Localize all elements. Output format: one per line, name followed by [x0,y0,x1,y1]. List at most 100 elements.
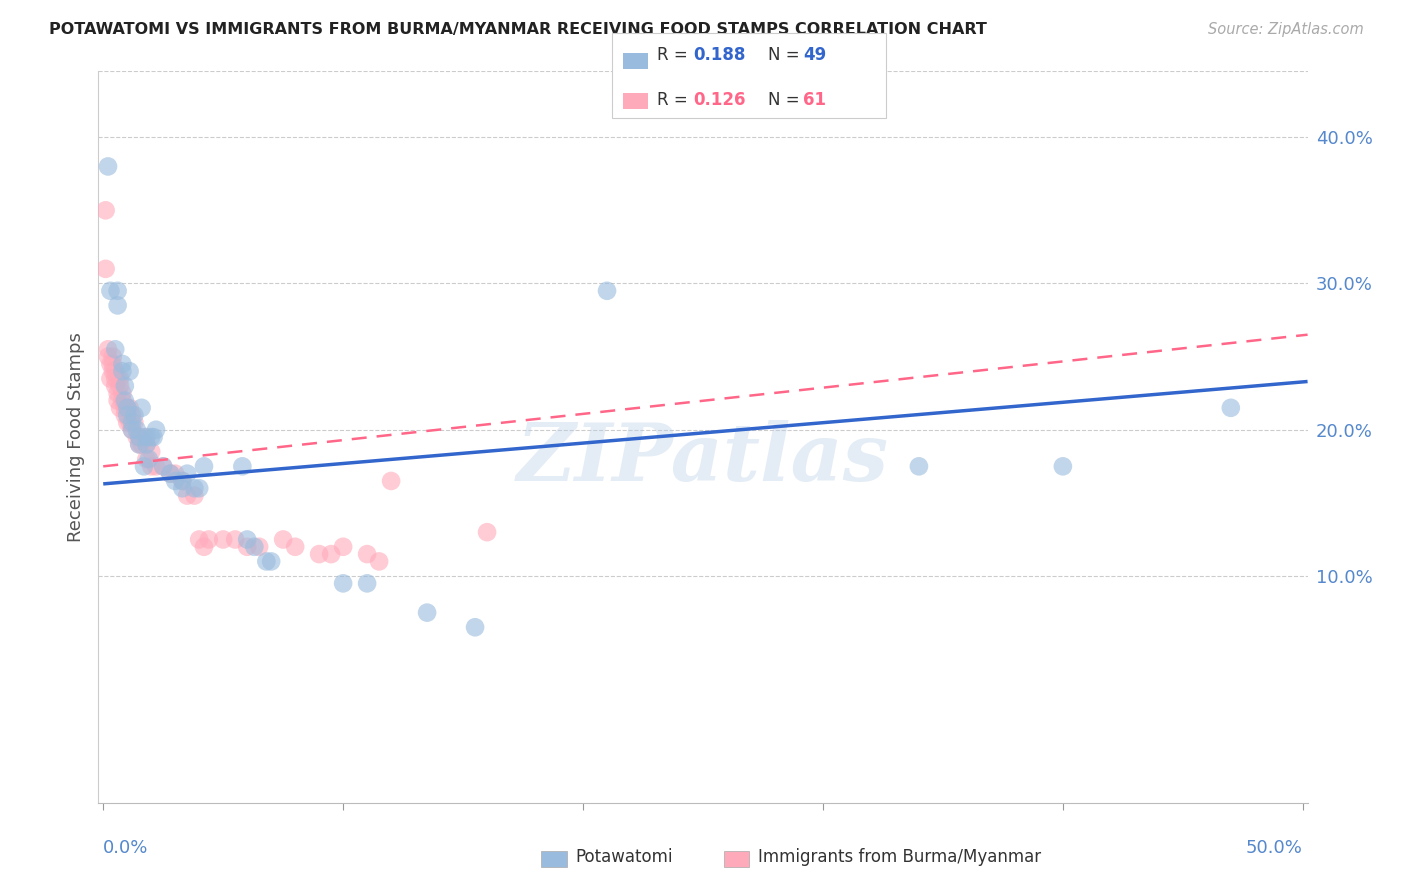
Point [141,444,163,458]
Point [183,481,205,495]
Point [247,540,270,554]
Text: N =: N = [768,46,804,64]
Text: R =: R = [657,91,693,109]
Text: 0.188: 0.188 [693,46,745,64]
Point [1052,459,1074,474]
Point [115,401,138,415]
Point [125,430,148,444]
Point [188,481,211,495]
Point [121,423,143,437]
Point [118,364,141,378]
Point [152,459,174,474]
Point [271,533,294,547]
Point [131,401,153,415]
Point [908,459,931,474]
Point [145,423,167,437]
Point [165,467,187,481]
Point [114,379,136,393]
Point [172,474,194,488]
Point [107,386,129,401]
Point [97,343,120,357]
Point [115,401,138,415]
Text: 49: 49 [803,46,827,64]
Point [138,452,160,467]
Point [108,371,131,385]
Point [97,160,120,174]
Text: POTAWATOMI VS IMMIGRANTS FROM BURMA/MYANMAR RECEIVING FOOD STAMPS CORRELATION CH: POTAWATOMI VS IMMIGRANTS FROM BURMA/MYAN… [49,22,987,37]
Point [104,343,127,357]
Point [142,430,165,444]
Point [224,533,246,547]
Point [132,459,155,474]
Point [193,540,215,554]
Point [135,430,157,444]
Point [145,459,167,474]
Point [128,437,150,451]
Point [101,364,124,378]
Text: 50.0%: 50.0% [1246,839,1303,857]
Point [128,437,150,451]
Point [131,437,153,451]
Point [121,408,143,422]
Text: Immigrants from Burma/Myanmar: Immigrants from Burma/Myanmar [758,848,1040,866]
Point [104,364,127,378]
Point [368,554,391,568]
Point [1219,401,1241,415]
Point [108,379,131,393]
Point [135,437,157,451]
Point [107,371,129,385]
Point [243,540,266,554]
Text: N =: N = [768,91,804,109]
Point [94,261,117,276]
Point [254,554,277,568]
Point [121,423,143,437]
Point [114,408,136,422]
Text: 0.0%: 0.0% [103,839,149,857]
Point [188,533,211,547]
Point [356,547,378,561]
Point [101,357,124,371]
Point [107,393,129,408]
Point [141,430,163,444]
Point [236,540,259,554]
Point [165,474,187,488]
Point [416,606,439,620]
Point [118,401,141,415]
Point [128,430,150,444]
Point [111,357,134,371]
Point [152,459,174,474]
Point [176,467,198,481]
Point [124,408,146,422]
Point [132,430,155,444]
Y-axis label: Receiving Food Stamps: Receiving Food Stamps [66,332,84,542]
Point [114,393,136,408]
Point [101,350,124,364]
Point [114,401,136,415]
Point [464,620,486,634]
Point [108,401,131,415]
Point [100,371,122,385]
Text: Source: ZipAtlas.com: Source: ZipAtlas.com [1208,22,1364,37]
Point [380,474,402,488]
Point [111,364,134,378]
Point [475,525,498,540]
Point [100,357,122,371]
Point [596,284,619,298]
Point [308,547,330,561]
Point [172,481,194,495]
Point [183,489,205,503]
Point [332,576,354,591]
Point [212,533,235,547]
Point [94,203,117,218]
Point [332,540,354,554]
Point [97,350,120,364]
Point [104,379,127,393]
Point [236,533,259,547]
Point [111,386,134,401]
Point [107,284,129,298]
Point [125,423,148,437]
Point [260,554,283,568]
Point [115,408,138,422]
Point [321,547,343,561]
Point [141,459,163,474]
